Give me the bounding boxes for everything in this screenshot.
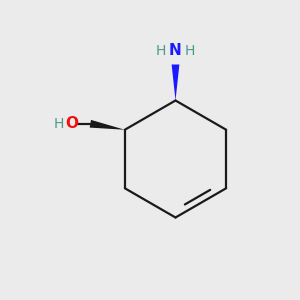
Text: N: N: [169, 44, 182, 59]
Polygon shape: [172, 64, 179, 100]
Text: H: H: [54, 117, 64, 131]
Polygon shape: [90, 120, 125, 130]
Text: H: H: [185, 44, 195, 58]
Text: H: H: [156, 44, 166, 58]
Text: O: O: [65, 116, 78, 131]
